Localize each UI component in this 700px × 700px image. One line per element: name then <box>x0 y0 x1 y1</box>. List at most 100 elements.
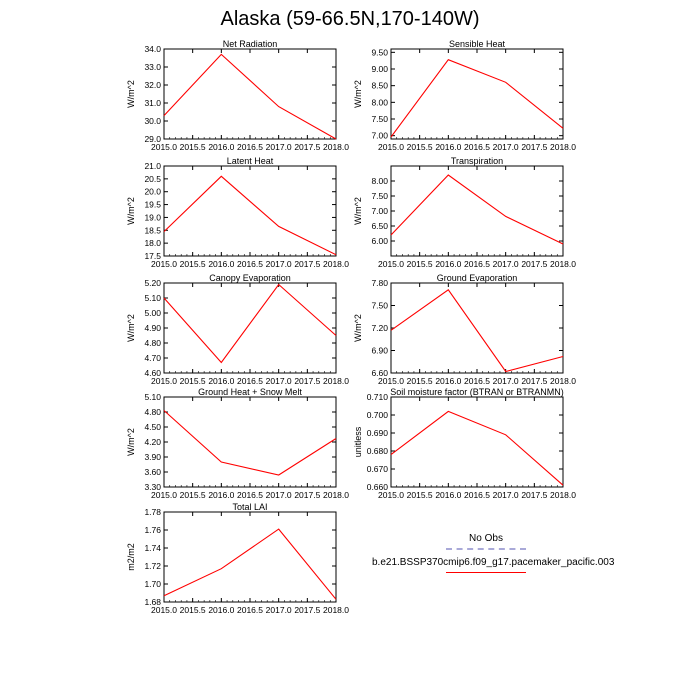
x-tick-label: 2018.0 <box>323 605 349 615</box>
panel-title: Transpiration <box>451 156 503 166</box>
series-line <box>163 528 337 600</box>
plot-frame <box>163 282 337 374</box>
panel-title: Total LAI <box>232 502 267 512</box>
y-tick-label: 30.0 <box>144 116 161 126</box>
x-tick-label: 2018.0 <box>323 259 349 269</box>
x-tick-label: 2018.0 <box>550 376 576 386</box>
x-tick-label: 2016.0 <box>208 142 234 152</box>
x-tick-label: 2015.5 <box>180 376 206 386</box>
x-tick-label: 2016.5 <box>464 490 490 500</box>
x-tick-label: 2016.0 <box>208 605 234 615</box>
x-tick-label: 2017.0 <box>266 490 292 500</box>
x-tick-label: 2016.5 <box>464 376 490 386</box>
y-tick-label: 1.74 <box>144 543 161 553</box>
x-tick-label: 2015.5 <box>407 142 433 152</box>
y-tick-label: 4.90 <box>144 323 161 333</box>
panel-title: Canopy Evaporation <box>209 273 291 283</box>
chart-panel-8: Soil moisture factor (BTRAN or BTRANMN) u… <box>353 387 576 500</box>
y-tick-label: 3.90 <box>144 452 161 462</box>
x-tick-label: 2015.5 <box>407 259 433 269</box>
y-tick-label: 33.0 <box>144 62 161 72</box>
x-tick-label: 2015.5 <box>407 376 433 386</box>
x-tick-label: 2017.0 <box>266 259 292 269</box>
y-tick-label: 1.72 <box>144 561 161 571</box>
y-tick-label: 17.5 <box>144 251 161 261</box>
plot-frame <box>390 165 564 257</box>
y-tick-label: 9.50 <box>371 47 388 57</box>
y-tick-label: 8.50 <box>371 81 388 91</box>
x-tick-label: 2015.5 <box>180 490 206 500</box>
legend-label-model: b.e21.BSSP370cmip6.f09_g17.pacemaker_pac… <box>372 557 615 568</box>
x-tick-label: 2018.0 <box>323 376 349 386</box>
chart-panel-3: Latent Heat W/m^2 2015.0 2015.5 2016.0 2016.5… <box>126 156 349 269</box>
y-tick-label: 0.710 <box>367 392 389 402</box>
y-tick-label: 4.50 <box>144 422 161 432</box>
series-line <box>163 283 337 364</box>
y-axis-label: W/m^2 <box>353 314 363 342</box>
y-tick-label: 18.0 <box>144 238 161 248</box>
panel-title: Sensible Heat <box>449 39 506 49</box>
x-tick-label: 2015.5 <box>407 490 433 500</box>
y-tick-label: 19.0 <box>144 212 161 222</box>
x-tick-label: 2015.0 <box>151 605 177 615</box>
y-tick-label: 20.5 <box>144 174 161 184</box>
y-tick-label: 7.50 <box>371 114 388 124</box>
y-tick-label: 18.5 <box>144 225 161 235</box>
x-tick-label: 2017.5 <box>294 490 320 500</box>
x-tick-label: 2016.5 <box>237 605 263 615</box>
panel-title: Net Radiation <box>223 39 278 49</box>
legend-swatch-model <box>446 572 526 573</box>
chart-panel-4: Transpiration W/m^2 2015.0 2015.5 2016.0 2016… <box>353 156 576 269</box>
y-tick-label: 4.20 <box>144 437 161 447</box>
x-tick-label: 2016.0 <box>208 259 234 269</box>
y-tick-label: 5.10 <box>144 293 161 303</box>
series-line <box>163 175 337 256</box>
y-tick-label: 34.0 <box>144 44 161 54</box>
y-tick-label: 5.20 <box>144 278 161 288</box>
y-tick-label: 5.00 <box>144 308 161 318</box>
y-tick-label: 1.76 <box>144 525 161 535</box>
y-tick-label: 3.30 <box>144 482 161 492</box>
x-tick-label: 2015.0 <box>378 142 404 152</box>
x-tick-label: 2016.0 <box>435 142 461 152</box>
x-tick-label: 2015.0 <box>378 259 404 269</box>
x-tick-label: 2016.0 <box>435 259 461 269</box>
y-tick-label: 20.0 <box>144 187 161 197</box>
x-tick-label: 2017.5 <box>521 490 547 500</box>
y-axis-label: W/m^2 <box>126 428 136 456</box>
x-tick-label: 2016.0 <box>435 376 461 386</box>
y-tick-label: 0.680 <box>367 446 389 456</box>
series-line <box>390 174 564 245</box>
y-tick-label: 0.690 <box>367 428 389 438</box>
y-tick-label: 4.70 <box>144 353 161 363</box>
y-tick-label: 6.60 <box>371 368 388 378</box>
x-tick-label: 2017.5 <box>521 259 547 269</box>
series-line <box>163 53 337 140</box>
plot-frame <box>163 396 337 488</box>
panel-title: Ground Heat + Snow Melt <box>198 387 302 397</box>
x-tick-label: 2016.5 <box>237 376 263 386</box>
y-axis-label: unitless <box>353 426 363 457</box>
y-tick-label: 6.50 <box>371 221 388 231</box>
x-tick-label: 2015.0 <box>151 490 177 500</box>
y-tick-label: 7.00 <box>371 206 388 216</box>
x-tick-label: 2017.0 <box>493 142 519 152</box>
x-tick-label: 2016.0 <box>435 490 461 500</box>
x-tick-label: 2015.5 <box>180 259 206 269</box>
x-tick-label: 2017.0 <box>266 605 292 615</box>
x-tick-label: 2015.0 <box>378 490 404 500</box>
x-tick-label: 2016.0 <box>208 490 234 500</box>
y-tick-label: 31.0 <box>144 98 161 108</box>
y-tick-label: 0.670 <box>367 464 389 474</box>
panel-title: Ground Evaporation <box>437 273 518 283</box>
x-tick-label: 2015.5 <box>180 142 206 152</box>
x-tick-label: 2015.0 <box>151 259 177 269</box>
figure-title: Alaska (59-66.5N,170-140W) <box>220 8 480 30</box>
x-tick-label: 2016.5 <box>237 142 263 152</box>
y-tick-label: 21.0 <box>144 161 161 171</box>
x-tick-label: 2016.5 <box>237 490 263 500</box>
y-axis-label: W/m^2 <box>126 197 136 225</box>
